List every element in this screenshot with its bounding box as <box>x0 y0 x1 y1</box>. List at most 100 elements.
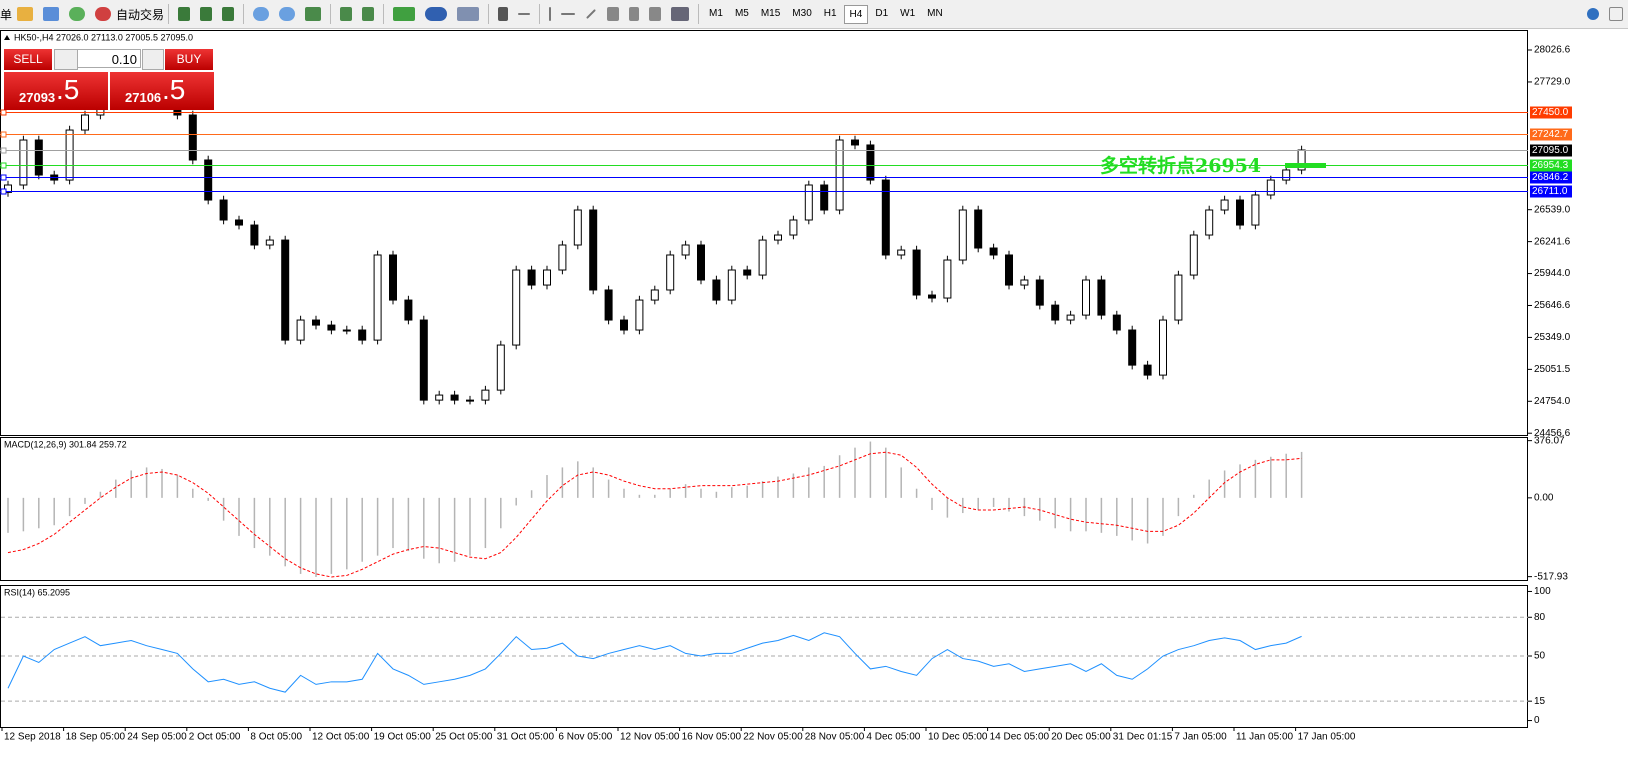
level-label: 26846.2 <box>1532 172 1569 183</box>
candle-body <box>466 399 474 402</box>
level-label: 26954.3 <box>1532 160 1569 171</box>
icon[interactable] <box>69 7 86 21</box>
icon[interactable] <box>629 7 640 21</box>
x-tick-label: 18 Sep 05:00 <box>66 732 126 743</box>
icon[interactable] <box>518 13 531 15</box>
candle-body <box>712 279 721 301</box>
price-main: 27106 <box>125 90 162 105</box>
candle-body <box>558 244 567 271</box>
icon[interactable] <box>425 7 448 21</box>
icon[interactable] <box>549 7 552 21</box>
candle-body <box>1112 314 1121 331</box>
x-tick-label: 20 Dec 05:00 <box>1051 732 1111 743</box>
y-tick-label: 15 <box>1534 696 1546 707</box>
candle-body <box>389 254 397 301</box>
timeframe-button[interactable]: M1 <box>709 7 723 19</box>
buy-button[interactable]: BUY <box>165 49 213 70</box>
menu-fragment[interactable]: 单 <box>0 7 13 22</box>
candle-body <box>65 129 74 181</box>
separator <box>243 4 245 24</box>
signal-line <box>7 451 1302 578</box>
volume-input[interactable]: 0.10 <box>77 49 141 68</box>
y-tick-label: 0 <box>1534 715 1540 726</box>
auto-trading[interactable]: 自动交易 <box>116 7 165 22</box>
icon[interactable] <box>222 7 235 21</box>
candle-body <box>1066 314 1075 321</box>
candle-body <box>265 239 274 246</box>
level-label-bg <box>1530 185 1572 198</box>
icon[interactable] <box>43 7 60 21</box>
candle-body <box>789 219 798 236</box>
icon[interactable] <box>178 7 191 21</box>
candle-body <box>327 324 336 331</box>
candle-body <box>1020 279 1029 286</box>
candle-body <box>989 247 998 256</box>
level-label-bg <box>1530 106 1572 119</box>
timeframe-button[interactable]: M30 <box>792 7 812 19</box>
y-tick-label: 27729.0 <box>1534 77 1571 88</box>
icon[interactable] <box>200 7 213 21</box>
candle-body <box>928 294 936 299</box>
icon[interactable] <box>649 7 662 21</box>
candle-body <box>573 209 582 246</box>
level-handle <box>0 109 7 116</box>
candle-body <box>589 209 598 291</box>
timeframe-button[interactable]: M5 <box>734 7 749 19</box>
sell-price[interactable]: 27093.5 <box>4 72 108 110</box>
icon[interactable] <box>607 7 620 21</box>
sell-button[interactable]: SELL <box>4 49 52 70</box>
spin-down[interactable] <box>54 49 78 70</box>
icon[interactable] <box>457 7 480 21</box>
separator <box>330 4 332 24</box>
candle-body <box>419 319 428 401</box>
candle-body <box>1035 279 1044 306</box>
icon[interactable] <box>1609 7 1623 21</box>
icon[interactable] <box>17 7 34 21</box>
candle-body <box>404 299 413 321</box>
timeframe-button[interactable]: M15 <box>760 7 781 19</box>
x-tick-label: 6 Nov 05:00 <box>558 732 612 743</box>
x-tick-label: 8 Oct 05:00 <box>250 732 302 743</box>
icon[interactable] <box>498 7 509 21</box>
y-tick-label: 0.00 <box>1534 492 1554 503</box>
candle-body <box>312 319 320 326</box>
candle-body <box>19 139 28 186</box>
level-label: 27095.0 <box>1532 145 1569 156</box>
search-icon[interactable] <box>1587 8 1599 20</box>
icon[interactable] <box>305 7 322 21</box>
x-tick-label: 16 Nov 05:00 <box>682 732 742 743</box>
icon[interactable] <box>671 7 690 21</box>
icon[interactable] <box>561 13 576 15</box>
candle-body <box>1174 274 1183 321</box>
icon[interactable] <box>362 7 375 21</box>
rsi-line <box>7 632 1302 693</box>
timeframe-button[interactable]: W1 <box>900 7 916 19</box>
y-tick-label: 24754.0 <box>1534 396 1571 407</box>
buy-price[interactable]: 27106.5 <box>110 72 214 110</box>
candle-body <box>1282 169 1291 181</box>
icon[interactable] <box>253 7 270 21</box>
timeframe-button[interactable]: MN <box>927 7 943 19</box>
candle-body <box>1051 304 1060 321</box>
candle-body <box>804 184 813 221</box>
timeframe-button[interactable]: D1 <box>875 7 889 19</box>
chart-header: HK50-,H4 27026.0 27113.0 27005.5 27095.0 <box>14 32 193 42</box>
spin-up[interactable] <box>142 49 164 70</box>
level-handle <box>0 174 7 181</box>
candle-body <box>958 209 967 261</box>
x-tick-label: 24 Sep 05:00 <box>127 732 187 743</box>
icon[interactable] <box>393 7 416 21</box>
candle-body <box>1143 364 1152 376</box>
icon[interactable] <box>95 7 112 21</box>
icon[interactable] <box>340 7 353 21</box>
timeframe-button[interactable]: H4 <box>843 4 869 24</box>
candle-body <box>1128 329 1137 366</box>
level-label-bg <box>1530 171 1572 184</box>
annotation: 多空转折点26954 <box>1100 154 1261 177</box>
y-tick-label: 25349.0 <box>1534 332 1571 343</box>
timeframe-button[interactable]: H1 <box>823 7 837 19</box>
candle-body <box>604 289 613 321</box>
candle-body <box>912 249 921 296</box>
icon[interactable] <box>279 7 296 21</box>
level-handle <box>0 147 7 154</box>
